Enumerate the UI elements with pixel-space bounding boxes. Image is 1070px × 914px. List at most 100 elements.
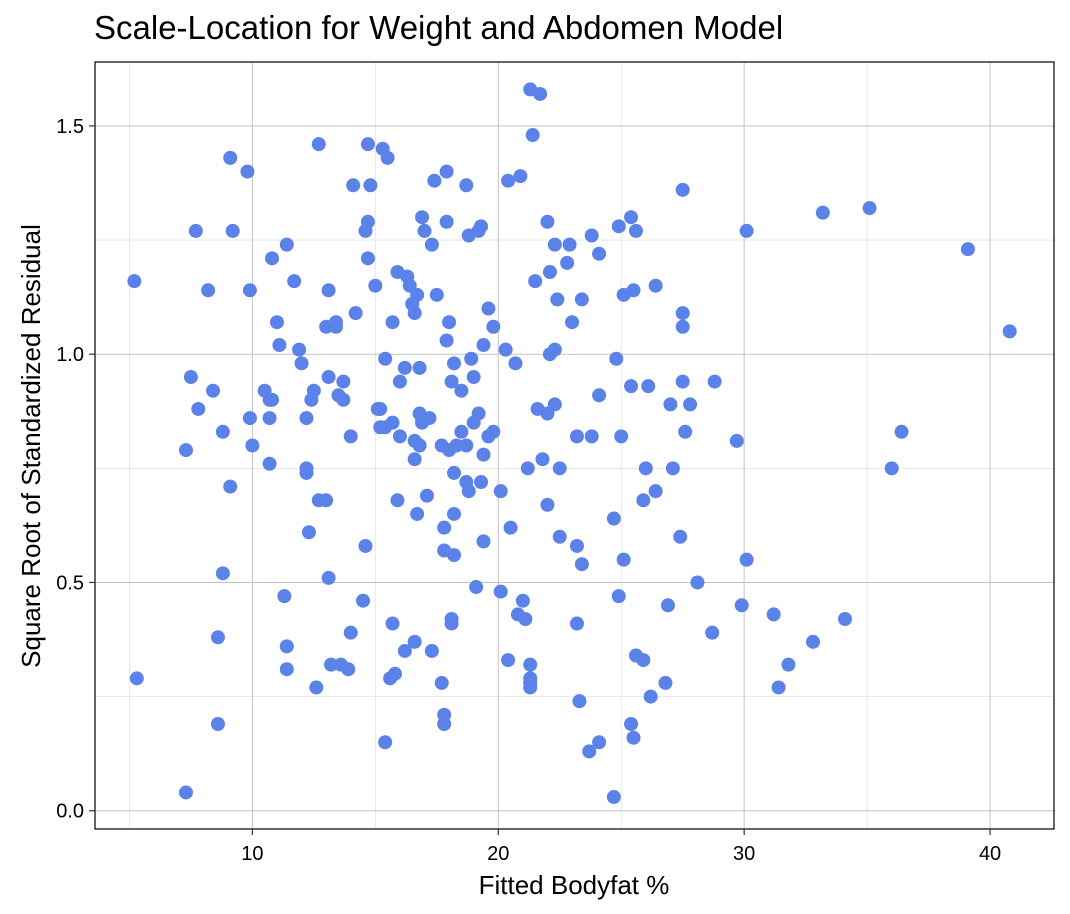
data-point bbox=[328, 315, 343, 330]
data-points bbox=[127, 82, 1017, 805]
data-point bbox=[444, 374, 459, 389]
data-point bbox=[178, 785, 193, 800]
data-point bbox=[437, 520, 452, 535]
data-point bbox=[454, 383, 469, 398]
data-point bbox=[434, 675, 449, 690]
data-point bbox=[552, 529, 567, 544]
data-point bbox=[474, 219, 489, 234]
data-point bbox=[707, 374, 722, 389]
data-point bbox=[392, 374, 407, 389]
data-point bbox=[215, 566, 230, 581]
data-point bbox=[419, 488, 434, 503]
data-point bbox=[572, 694, 587, 709]
data-point bbox=[392, 429, 407, 444]
data-point bbox=[675, 182, 690, 197]
data-point bbox=[624, 379, 639, 394]
data-point bbox=[424, 643, 439, 658]
data-point bbox=[643, 689, 658, 704]
data-point bbox=[584, 228, 599, 243]
data-point bbox=[412, 438, 427, 453]
data-point bbox=[569, 538, 584, 553]
data-point bbox=[565, 315, 580, 330]
data-point bbox=[407, 306, 422, 321]
data-point bbox=[960, 242, 975, 257]
data-point bbox=[397, 643, 412, 658]
x-axis-label: Fitted Bodyfat % bbox=[479, 870, 670, 900]
data-point bbox=[358, 538, 373, 553]
data-point bbox=[471, 406, 486, 421]
data-point bbox=[535, 452, 550, 467]
x-tick-label: 40 bbox=[979, 843, 1001, 865]
data-point bbox=[429, 287, 444, 302]
data-point bbox=[523, 657, 538, 672]
data-point bbox=[675, 374, 690, 389]
data-point bbox=[592, 735, 607, 750]
y-tick-label: 1.0 bbox=[56, 344, 84, 366]
x-tick-label: 20 bbox=[487, 843, 509, 865]
data-point bbox=[442, 315, 457, 330]
data-point bbox=[459, 178, 474, 193]
data-point bbox=[569, 616, 584, 631]
data-point bbox=[658, 675, 673, 690]
data-point bbox=[311, 137, 326, 152]
data-point bbox=[781, 657, 796, 672]
data-point bbox=[542, 265, 557, 280]
data-point bbox=[262, 456, 277, 471]
data-point bbox=[183, 370, 198, 385]
data-point bbox=[447, 356, 462, 371]
data-point bbox=[523, 680, 538, 695]
data-point bbox=[624, 210, 639, 225]
data-point bbox=[486, 319, 501, 334]
data-point bbox=[127, 274, 142, 289]
data-point bbox=[609, 351, 624, 366]
data-point bbox=[638, 461, 653, 476]
data-point bbox=[606, 511, 621, 526]
data-point bbox=[272, 338, 287, 353]
data-point bbox=[449, 438, 464, 453]
data-point bbox=[437, 716, 452, 731]
data-point bbox=[606, 790, 621, 805]
data-point bbox=[641, 379, 656, 394]
data-point bbox=[501, 653, 516, 668]
data-point bbox=[206, 383, 221, 398]
data-point bbox=[343, 429, 358, 444]
data-point bbox=[582, 744, 597, 759]
data-point bbox=[547, 342, 562, 357]
data-point bbox=[501, 173, 516, 188]
data-point bbox=[321, 283, 336, 298]
data-point bbox=[729, 433, 744, 448]
data-point bbox=[427, 173, 442, 188]
data-point bbox=[636, 493, 651, 508]
y-axis-label: Square Root of Standardized Residual bbox=[16, 224, 46, 668]
data-point bbox=[528, 274, 543, 289]
data-point bbox=[407, 452, 422, 467]
data-point bbox=[474, 475, 489, 490]
data-point bbox=[360, 137, 375, 152]
data-point bbox=[279, 237, 294, 252]
data-point bbox=[265, 251, 280, 266]
data-point bbox=[518, 611, 533, 626]
data-point bbox=[1002, 324, 1017, 339]
data-point bbox=[378, 735, 393, 750]
data-point bbox=[385, 616, 400, 631]
data-point bbox=[464, 351, 479, 366]
data-point bbox=[690, 575, 705, 590]
data-point bbox=[540, 214, 555, 229]
data-point bbox=[360, 214, 375, 229]
data-point bbox=[385, 315, 400, 330]
data-point bbox=[648, 484, 663, 499]
data-point bbox=[178, 443, 193, 458]
data-point bbox=[319, 493, 334, 508]
data-point bbox=[215, 424, 230, 439]
data-point bbox=[240, 164, 255, 179]
data-point bbox=[614, 429, 629, 444]
data-point bbox=[663, 397, 678, 412]
plot-frame bbox=[94, 61, 1055, 830]
data-point bbox=[574, 292, 589, 307]
data-point bbox=[407, 634, 422, 649]
y-tick-label: 0.0 bbox=[56, 801, 84, 823]
data-point bbox=[481, 301, 496, 316]
data-point bbox=[894, 424, 909, 439]
data-point bbox=[336, 374, 351, 389]
